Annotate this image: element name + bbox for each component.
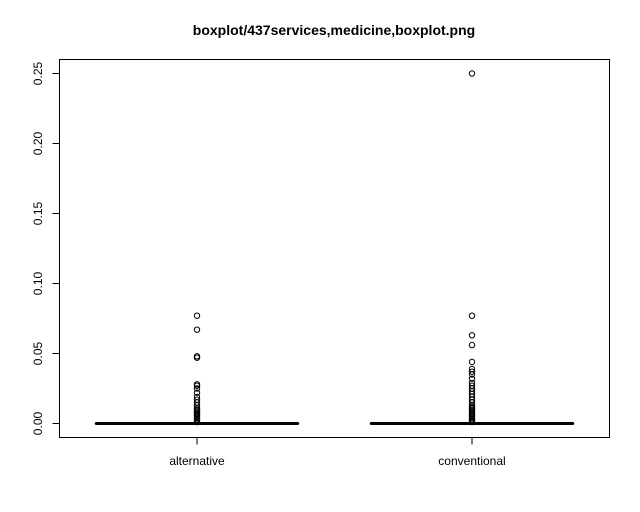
outlier-point bbox=[468, 375, 476, 382]
y-tick-label: 0.25 bbox=[31, 61, 45, 85]
chart-title: boxplot/437services,medicine,boxplot.png bbox=[193, 22, 475, 38]
box-conventional bbox=[369, 70, 575, 426]
y-tick-label: 0.00 bbox=[31, 411, 45, 435]
y-axis: 0.00 0.05 0.10 0.15 0.20 0.25 bbox=[31, 61, 60, 435]
x-tick-label: conventional bbox=[438, 454, 505, 468]
outlier-point bbox=[468, 358, 476, 366]
outlier-point bbox=[468, 70, 476, 77]
outlier-point bbox=[468, 341, 476, 349]
outlier-point bbox=[193, 382, 201, 389]
plot-frame bbox=[59, 59, 610, 438]
box-group bbox=[94, 70, 575, 426]
x-tick-label: alternative bbox=[169, 454, 225, 468]
outlier-point bbox=[193, 312, 201, 319]
y-tick-label: 0.10 bbox=[31, 271, 45, 295]
outlier-point bbox=[193, 326, 201, 333]
outlier-point bbox=[468, 371, 476, 378]
outlier-point bbox=[193, 418, 201, 426]
outlier-point bbox=[468, 312, 476, 319]
y-tick-label: 0.20 bbox=[31, 131, 45, 155]
box-alternative bbox=[94, 312, 300, 426]
y-tick-label: 0.05 bbox=[31, 341, 45, 365]
outlier-point bbox=[193, 389, 201, 396]
y-tick-label: 0.15 bbox=[31, 201, 45, 225]
x-axis: alternative conventional bbox=[169, 437, 506, 468]
outlier-point bbox=[468, 418, 476, 426]
outlier-point bbox=[193, 354, 201, 361]
outlier-point bbox=[468, 368, 476, 375]
outlier-point bbox=[193, 385, 201, 392]
outlier-point bbox=[468, 332, 476, 339]
